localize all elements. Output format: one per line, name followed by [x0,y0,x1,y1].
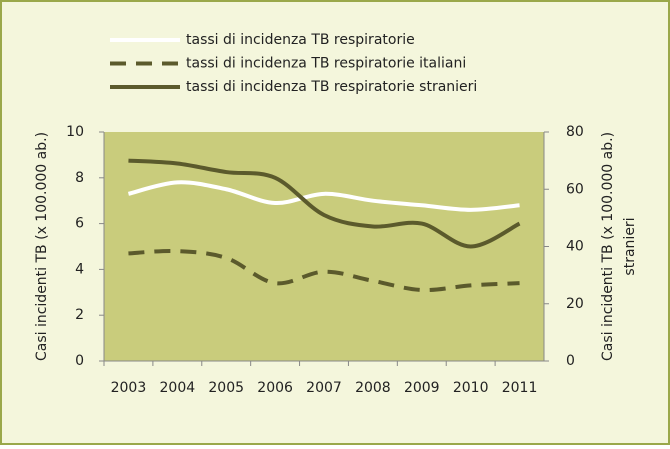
y-tick-label: 0 [75,353,84,369]
y2-tick-label: 60 [566,181,584,197]
line-series [127,180,520,212]
y2-tick-label: 80 [566,124,584,140]
line-series [128,248,520,293]
x-tick-label: 2006 [257,380,293,396]
x-tick-label: 2005 [208,380,244,396]
legend-label: tassi di incidenza TB respiratorie [186,32,415,48]
y-tick-label: 10 [66,124,84,140]
x-tick-label: 2009 [404,380,440,396]
y2-tick-label: 0 [566,353,575,369]
y-tick-label: 8 [75,170,84,186]
line-series [128,158,521,249]
x-tick-label: 2008 [355,380,391,396]
x-tick-label: 2003 [111,380,147,396]
y2-axis-label: stranieri [622,217,638,275]
y2-tick-label: 40 [566,239,584,255]
legend-label: tassi di incidenza TB respiratorie itali… [186,56,466,72]
y2-axis-label: Casi incidenti TB (x 100.000 ab.) [600,132,616,361]
x-tick-label: 2011 [502,380,538,396]
x-tick-label: 2010 [453,380,489,396]
y-tick-label: 4 [75,261,84,277]
x-tick-label: 2007 [306,380,342,396]
y-tick-label: 6 [75,216,84,232]
legend-label: tassi di incidenza TB respiratorie stran… [186,79,477,95]
y2-tick-label: 20 [566,296,584,312]
y-axis-label: Casi incidenti TB (x 100.000 ab.) [34,132,50,361]
x-tick-label: 2004 [160,380,196,396]
y-tick-label: 2 [75,307,84,323]
